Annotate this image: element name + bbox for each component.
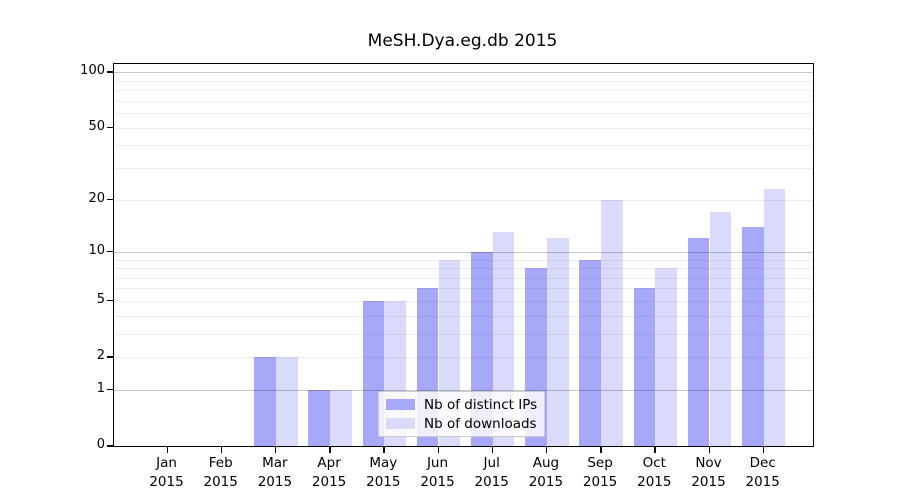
bar-downloads-oct <box>655 268 677 446</box>
gridline-minor-70 <box>114 100 813 102</box>
y-tick-mark-0 <box>107 445 113 447</box>
x-tick-mark-apr <box>329 446 331 453</box>
bar-downloads-dec <box>763 188 786 446</box>
x-tick-mark-mar <box>274 446 277 453</box>
x-tick-mark-nov <box>708 446 710 453</box>
legend-item-distinct-ips: Nb of distinct IPs <box>379 397 544 413</box>
bar-distinct-ips-nov <box>687 238 710 446</box>
gridline-minor-50 <box>114 127 813 129</box>
y-tick-label-50: 50 <box>88 118 105 134</box>
y-tick-mark-2 <box>107 356 113 358</box>
gridline-minor-3 <box>114 333 813 335</box>
gridline-minor-9 <box>114 259 813 261</box>
bar-distinct-ips-sep <box>579 259 602 446</box>
x-tick-label-sep: Sep 2015 <box>582 455 618 490</box>
legend-swatch-distinct-ips <box>386 399 415 410</box>
y-tick-mark-5 <box>107 299 113 302</box>
bar-downloads-sep <box>601 199 623 446</box>
gridline-minor-30 <box>114 167 813 169</box>
x-tick-label-dec: Dec 2015 <box>745 455 780 490</box>
x-tick-label-jan: Jan 2015 <box>149 455 184 490</box>
y-tick-label-0: 0 <box>96 437 105 452</box>
bar-downloads-aug <box>546 238 569 446</box>
y-tick-mark-50 <box>107 126 113 129</box>
gridline-minor-40 <box>114 145 813 147</box>
legend-swatch-downloads <box>386 418 415 429</box>
y-tick-label-2: 2 <box>96 348 105 364</box>
legend-label-downloads: Nb of downloads <box>424 415 537 432</box>
bar-distinct-ips-oct <box>633 288 656 446</box>
gridline-minor-60 <box>114 113 813 115</box>
x-tick-mark-jun <box>437 446 439 453</box>
y-tick-label-5: 5 <box>96 291 105 307</box>
x-tick-mark-jul <box>491 446 494 453</box>
x-tick-mark-feb <box>220 446 223 453</box>
x-tick-label-may: May 2015 <box>366 455 401 490</box>
legend: Nb of distinct IPs Nb of downloads <box>378 391 545 437</box>
x-tick-label-nov: Nov 2015 <box>691 455 726 490</box>
x-tick-label-feb: Feb 2015 <box>203 455 238 490</box>
gridline-minor-6 <box>114 288 813 290</box>
gridline-major-100 <box>114 72 813 74</box>
chart-title: MeSH.Dya.eg.db 2015 <box>367 31 558 51</box>
gridline-minor-8 <box>114 268 813 270</box>
x-tick-label-jun: Jun 2015 <box>420 455 455 490</box>
grid-layer <box>114 64 813 446</box>
x-tick-label-aug: Aug 2015 <box>528 455 564 490</box>
y-tick-label-1: 1 <box>96 380 105 396</box>
y-tick-mark-100 <box>107 71 113 73</box>
y-tick-label-100: 100 <box>80 63 105 79</box>
y-tick-mark-20 <box>107 198 113 201</box>
y-tick-mark-1 <box>107 388 113 391</box>
x-tick-label-mar: Mar 2015 <box>257 455 293 490</box>
x-tick-mark-dec <box>762 446 765 453</box>
legend-label-distinct-ips: Nb of distinct IPs <box>424 396 538 413</box>
gridline-minor-90 <box>114 80 813 82</box>
legend-item-downloads: Nb of downloads <box>379 416 544 432</box>
y-tick-label-10: 10 <box>88 242 105 258</box>
bar-downloads-nov <box>709 212 732 446</box>
x-tick-mark-sep <box>600 446 602 453</box>
x-tick-mark-aug <box>545 446 548 453</box>
x-tick-mark-may <box>383 446 385 453</box>
bar-distinct-ips-mar <box>254 357 276 446</box>
x-tick-mark-oct <box>654 446 656 453</box>
gridline-major-1 <box>114 389 813 391</box>
gridline-minor-2 <box>114 357 813 359</box>
y-tick-mark-10 <box>107 250 113 253</box>
bar-downloads-mar <box>275 357 298 446</box>
bar-downloads-apr <box>330 389 352 446</box>
plot-area <box>113 63 814 447</box>
x-tick-mark-jan <box>166 446 168 453</box>
gridline-minor-4 <box>114 315 813 317</box>
x-tick-label-apr: Apr 2015 <box>311 455 347 490</box>
gridline-minor-7 <box>114 277 813 279</box>
bar-distinct-ips-apr <box>308 389 331 446</box>
x-tick-label-jul: Jul 2015 <box>474 455 509 490</box>
gridline-minor-80 <box>114 90 813 92</box>
bar-distinct-ips-dec <box>742 226 764 446</box>
x-tick-label-oct: Oct 2015 <box>637 455 672 490</box>
gridline-minor-5 <box>114 300 813 302</box>
y-tick-label-20: 20 <box>88 190 105 206</box>
gridline-major-10 <box>114 251 813 253</box>
gridline-minor-20 <box>114 199 813 201</box>
